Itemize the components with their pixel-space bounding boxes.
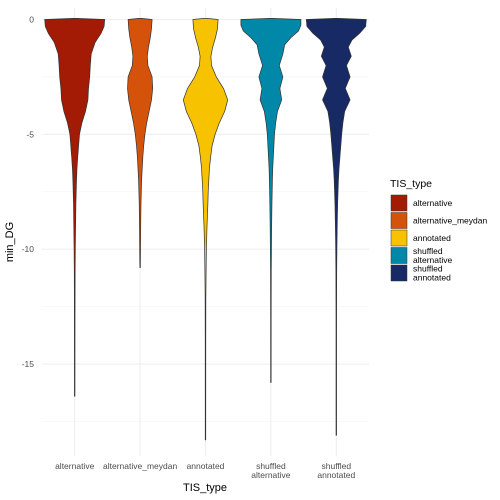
violin-annotated <box>182 17 229 441</box>
y-axis-title: min_DG <box>4 222 16 262</box>
legend: TIS_type alternative alternative_meydanan… <box>390 178 487 283</box>
x-tick-label: alternative_meydan <box>103 461 177 471</box>
violin-shuffled-alternative <box>240 17 302 383</box>
y-tick-label: -15 <box>22 359 35 369</box>
y-tick-label: -10 <box>22 244 35 254</box>
x-axis-title: TIS_type <box>183 482 227 494</box>
legend-label: shuffled annotated <box>413 264 451 283</box>
legend-label: shuffled alternative <box>413 246 452 265</box>
y-tick-label: 0 <box>29 14 34 24</box>
legend-key <box>390 247 408 264</box>
x-tick-label: shuffled alternative <box>251 461 290 480</box>
x-tick-label: shuffled annotated <box>317 461 355 480</box>
legend-key <box>390 264 408 282</box>
legend-title: TIS_type <box>390 178 432 190</box>
y-axis-tick-labels: 0 -5 -10 -15 <box>22 14 35 369</box>
legend-key <box>390 212 408 229</box>
legend-key <box>390 229 408 247</box>
violins <box>44 17 367 441</box>
legend-items: alternative alternative_meydan annotated sh… <box>390 194 487 283</box>
legend-label: annotated <box>413 233 451 243</box>
legend-label: alternative_meydan <box>413 216 487 226</box>
y-tick-label: -5 <box>26 129 34 139</box>
legend-key <box>390 194 408 212</box>
violin-alternative <box>44 17 106 397</box>
legend-label: alternative <box>413 198 452 208</box>
x-tick-label: alternative <box>55 461 94 471</box>
x-axis-tick-labels: alternative alternative_meydan annotated sh… <box>55 461 355 480</box>
violin-alternative_meydan <box>127 17 154 268</box>
violin-shuffled-annotated <box>305 17 367 436</box>
x-tick-label: annotated <box>187 461 225 471</box>
